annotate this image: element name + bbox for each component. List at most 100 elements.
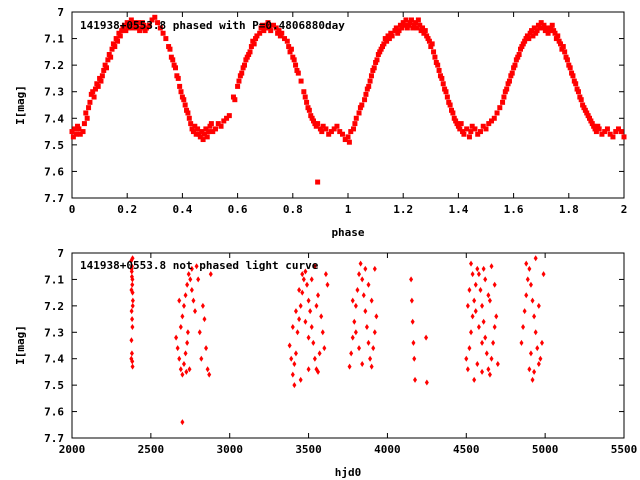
unphased-plot-xlabel: hjd0 xyxy=(335,466,362,479)
unphased-data-point xyxy=(465,366,470,373)
phased-xtick-label: 0 xyxy=(69,203,76,216)
unphased-data-point xyxy=(480,339,485,346)
unphased-data-point xyxy=(208,271,213,278)
phased-data-point xyxy=(95,83,101,89)
phased-data-point xyxy=(163,36,169,42)
unphased-data-point xyxy=(424,379,429,386)
unphased-plot-title: 141938+0553.8 not phased light curve xyxy=(80,259,319,272)
phased-data-point xyxy=(564,57,570,63)
phased-data-point xyxy=(574,86,580,92)
unphased-data-point xyxy=(519,339,524,346)
unphased-data-point xyxy=(298,376,303,383)
phased-data-point xyxy=(81,121,87,127)
unphased-data-point xyxy=(536,302,541,309)
phased-data-point xyxy=(443,89,449,95)
unphased-data-point xyxy=(130,297,135,304)
unphased-data-point xyxy=(533,255,538,262)
phased-data-point xyxy=(167,46,173,52)
phased-data-point xyxy=(422,28,428,34)
unphased-data-point xyxy=(204,345,209,352)
phased-data-point xyxy=(375,52,381,58)
unphased-data-point xyxy=(353,302,358,309)
unphased-data-point xyxy=(293,350,298,357)
unphased-xtick-label: 2500 xyxy=(138,443,165,456)
phased-data-point xyxy=(248,44,254,50)
unphased-data-point xyxy=(186,271,191,278)
unphased-data-point xyxy=(311,339,316,346)
phased-data-point xyxy=(306,107,312,113)
unphased-xtick-label: 5000 xyxy=(532,443,559,456)
phased-data-point xyxy=(593,129,599,135)
phased-data-point xyxy=(371,65,377,71)
phased-data-point xyxy=(246,52,252,58)
phased-data-point xyxy=(421,30,427,36)
phased-data-point xyxy=(562,49,568,55)
phased-data-point xyxy=(502,89,508,95)
unphased-data-point xyxy=(293,308,298,315)
unphased-xtick-label: 5500 xyxy=(611,443,638,456)
phased-data-point xyxy=(210,129,216,135)
phased-data-point xyxy=(497,105,503,111)
phased-data-point xyxy=(523,36,529,42)
unphased-data-point xyxy=(489,263,494,270)
phased-data-point xyxy=(395,30,401,36)
phased-data-point xyxy=(268,28,274,34)
phased-data-point xyxy=(304,99,310,105)
unphased-xtick-label: 3000 xyxy=(216,443,243,456)
unphased-ytick-label: 7.3 xyxy=(44,326,64,339)
phased-data-point xyxy=(232,97,238,103)
phased-data-point xyxy=(555,33,561,39)
phased-data-point xyxy=(595,123,601,129)
phased-data-point xyxy=(533,30,539,36)
unphased-data-point xyxy=(361,292,366,299)
phased-xtick-label: 1.4 xyxy=(448,203,468,216)
phased-data-point xyxy=(192,123,198,129)
phased-data-point xyxy=(569,70,575,76)
phased-data-point xyxy=(287,49,293,55)
phased-data-point xyxy=(553,36,559,42)
unphased-data-point xyxy=(486,366,491,373)
unphased-data-point xyxy=(532,313,537,320)
phased-data-point xyxy=(618,129,624,135)
phased-data-point xyxy=(226,113,232,119)
unphased-data-point xyxy=(475,361,480,367)
phased-data-point xyxy=(388,30,394,36)
unphased-data-point xyxy=(306,297,311,304)
unphased-data-point xyxy=(191,297,196,304)
phased-plot-ylabel: I[mag] xyxy=(14,85,27,125)
phased-data-point xyxy=(567,65,573,71)
unphased-data-point xyxy=(298,302,303,309)
phased-data-point xyxy=(334,123,340,129)
phased-data-point xyxy=(353,115,359,121)
unphased-data-point xyxy=(129,268,134,275)
unphased-data-point xyxy=(538,355,543,362)
unphased-data-point xyxy=(480,302,485,309)
unphased-data-point xyxy=(189,265,194,272)
phased-data-point xyxy=(475,131,481,137)
phased-data-point xyxy=(315,179,321,185)
unphased-data-point xyxy=(300,271,305,278)
unphased-data-point xyxy=(130,324,135,330)
phased-data-point xyxy=(352,121,358,127)
phased-data-point xyxy=(157,25,163,31)
phased-data-point xyxy=(610,134,616,140)
phased-data-point xyxy=(179,94,185,100)
unphased-plot-ylabel: I[mag] xyxy=(14,325,27,365)
phased-data-point xyxy=(293,62,299,68)
phased-data-point xyxy=(356,110,362,116)
phased-data-point xyxy=(378,46,384,52)
phased-data-point xyxy=(436,67,442,73)
phased-data-point xyxy=(186,115,192,121)
phased-data-point xyxy=(277,33,283,39)
phased-data-point xyxy=(139,20,145,26)
phased-data-point xyxy=(221,118,227,124)
unphased-data-point xyxy=(295,329,300,336)
phased-data-point xyxy=(261,28,267,34)
unphased-data-point xyxy=(484,350,489,357)
unphased-data-point xyxy=(532,368,537,375)
unphased-data-point xyxy=(521,324,526,330)
unphased-data-point xyxy=(412,355,417,362)
phased-data-point xyxy=(413,20,419,26)
unphased-xtick-label: 4000 xyxy=(374,443,401,456)
unphased-data-point xyxy=(183,350,188,357)
